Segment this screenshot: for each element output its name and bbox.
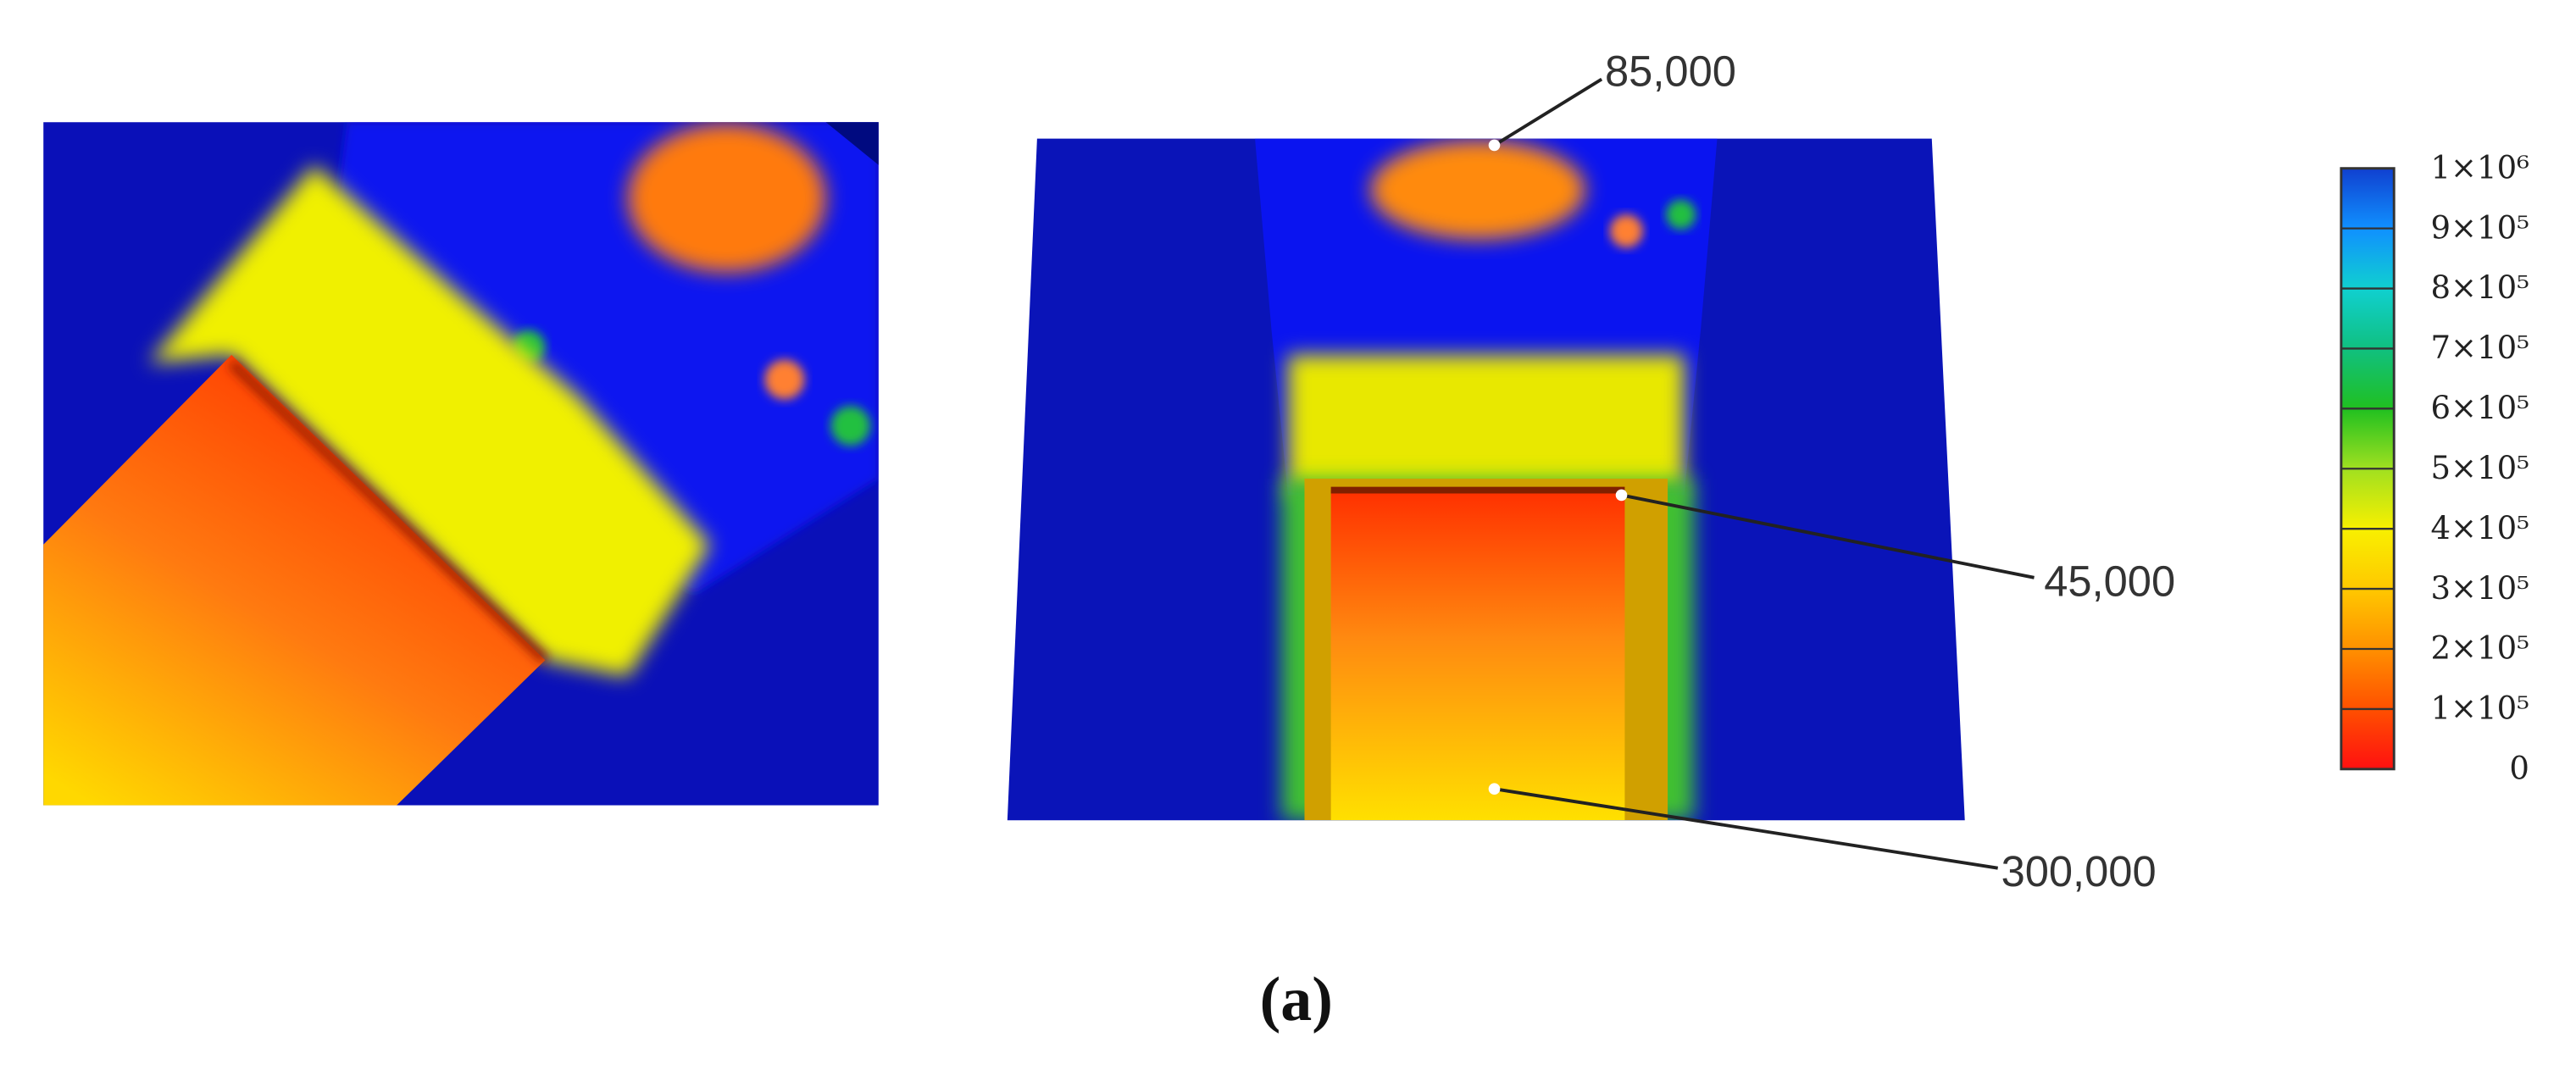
- right-view: [1007, 138, 1965, 821]
- colorbar-label: 8×10⁵: [2430, 269, 2529, 306]
- colorbar-label: 3×10⁵: [2430, 570, 2529, 607]
- annotation: 45,000: [2044, 557, 2175, 605]
- colorbar-label: 6×10⁵: [2430, 390, 2529, 426]
- annotation-leaders: [1493, 77, 2035, 870]
- annotation: 300,000: [2001, 847, 2157, 895]
- colorbar-label: 1×10⁶: [2430, 149, 2529, 186]
- caption: (a): [1260, 965, 1333, 1034]
- colorbar: 1×10⁶ 9×10⁵ 8×10⁵ 7×10⁵ 6×10⁵ 5×10⁵ 4×10⁵ 3×10⁵…: [2340, 149, 2529, 786]
- colorbar-label: 5×10⁵: [2430, 450, 2529, 486]
- annotation-points: [1488, 139, 1628, 796]
- colorbar-label: 1×10⁵: [2430, 690, 2529, 727]
- colorbar-label: 9×10⁵: [2430, 209, 2529, 246]
- left-view: [43, 122, 879, 806]
- colorbar-label: 4×10⁵: [2430, 510, 2529, 546]
- annotation: 85,000: [1605, 47, 1736, 95]
- colorbar-label: 7×10⁵: [2430, 330, 2529, 366]
- colorbar-label: 0: [2509, 750, 2529, 786]
- colorbar-label: 2×10⁵: [2430, 630, 2529, 667]
